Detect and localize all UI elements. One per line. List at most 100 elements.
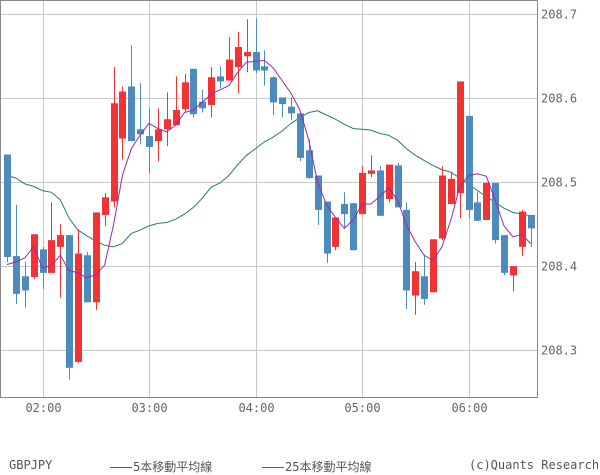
candle-body <box>528 214 535 229</box>
candle-body <box>66 235 73 368</box>
candle-body <box>315 175 322 210</box>
candle-body <box>386 164 393 199</box>
candle-up <box>483 182 490 220</box>
candle-up <box>111 67 118 208</box>
candle-down <box>528 214 535 247</box>
candle-down <box>501 235 508 276</box>
x-tick-label: 05:00 <box>344 401 380 415</box>
candle-up <box>332 217 339 251</box>
y-tick-label: 208.3 <box>541 344 577 358</box>
candle-body <box>457 81 464 194</box>
candle-body <box>244 52 251 57</box>
ma5-swatch <box>110 467 132 468</box>
candle-body <box>31 234 38 278</box>
candle-body <box>350 203 357 251</box>
candle-up <box>119 86 126 160</box>
candle-body <box>412 271 419 296</box>
candle-body <box>501 235 508 273</box>
candle-body <box>235 47 242 68</box>
candle-down <box>270 76 277 116</box>
copyright: (c)Quants Research <box>469 458 600 472</box>
candle-up <box>244 19 251 73</box>
ma25-swatch <box>262 467 284 468</box>
candle-up <box>93 212 100 310</box>
candle-body <box>288 106 295 114</box>
candle-body <box>182 82 189 110</box>
x-tick-label: 02:00 <box>25 401 61 415</box>
candle-body <box>430 239 437 293</box>
candle-up <box>457 81 464 219</box>
candle-body <box>324 201 331 254</box>
candle-up <box>359 166 366 215</box>
y-tick-label: 208.6 <box>541 92 577 106</box>
candle-body <box>57 235 64 247</box>
candle-down <box>297 113 304 162</box>
y-tick-label: 208.7 <box>541 8 577 22</box>
candle-body <box>279 97 286 105</box>
x-tick-label: 06:00 <box>451 401 487 415</box>
candle-down <box>466 115 473 219</box>
candle-body <box>395 165 402 208</box>
candle-body <box>173 109 180 126</box>
candle-up <box>155 108 162 162</box>
candle-body <box>341 204 348 215</box>
candle-body <box>226 59 233 81</box>
candle-down <box>253 18 260 74</box>
legend-ma5: 5本移動平均線 <box>110 458 212 475</box>
candle-down <box>128 45 135 142</box>
candle-down <box>395 162 402 208</box>
candle-down <box>341 192 348 229</box>
candle-body <box>208 77 215 105</box>
candle-body <box>439 175 446 239</box>
candle-up <box>448 172 455 205</box>
candle-body <box>510 266 517 276</box>
candle-body <box>403 209 410 291</box>
candle-body <box>40 249 47 273</box>
candle-up <box>226 36 233 81</box>
candle-body <box>519 211 526 247</box>
candle-down <box>66 235 73 380</box>
candle-down <box>22 261 29 308</box>
candle-down <box>492 183 499 244</box>
candle-body <box>146 136 153 147</box>
candle-body <box>128 86 135 142</box>
candle-body <box>492 183 499 241</box>
ma5-line-group <box>6 59 531 279</box>
candle-body <box>119 91 126 139</box>
candle-up <box>430 239 437 293</box>
candle-down <box>261 50 268 86</box>
legend-ma25-label: 25本移動平均線 <box>285 460 372 474</box>
candle-up <box>235 31 242 94</box>
plot-frame <box>0 0 538 398</box>
y-tick-label: 208.4 <box>541 260 577 274</box>
candle-down <box>474 192 481 221</box>
candle-body <box>474 202 481 221</box>
candle-down <box>403 202 410 309</box>
candle-body <box>466 115 473 210</box>
candle-up <box>386 164 393 203</box>
candle-down <box>350 203 357 251</box>
candle-body <box>359 172 366 215</box>
x-tick-label: 03:00 <box>131 401 167 415</box>
candle-body <box>270 77 277 103</box>
candle-down <box>4 154 11 262</box>
candle-body <box>164 119 171 130</box>
candle-up <box>510 266 517 292</box>
candle-body <box>13 256 20 294</box>
x-tick-label: 04:00 <box>238 401 274 415</box>
candle-body <box>421 276 428 299</box>
candle-up <box>439 166 446 241</box>
candle-body <box>217 76 224 82</box>
candle-body <box>75 253 82 362</box>
candlestick-chart: 208.3 208.4 208.5 208.6 208.7 02:00 03:00 04:0… <box>0 0 577 415</box>
candle-down <box>288 97 295 121</box>
candle-body <box>93 212 100 303</box>
candle-body <box>190 68 197 115</box>
candle-up <box>57 224 64 298</box>
candle-up <box>368 155 375 178</box>
x-axis: 02:00 03:00 04:00 05:00 06:00 <box>25 401 487 415</box>
candle-up <box>102 193 109 226</box>
candle-body <box>4 154 11 257</box>
candle-body <box>297 113 304 158</box>
candle-up <box>164 92 171 147</box>
